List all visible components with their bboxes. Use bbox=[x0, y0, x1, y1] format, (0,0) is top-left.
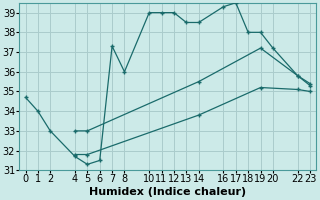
X-axis label: Humidex (Indice chaleur): Humidex (Indice chaleur) bbox=[89, 187, 246, 197]
